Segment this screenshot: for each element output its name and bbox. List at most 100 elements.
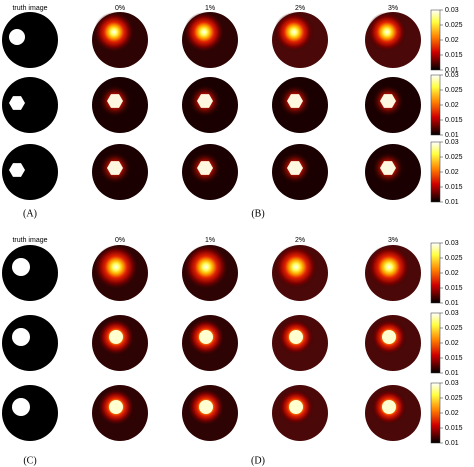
colorbar-tick-label: 0.015 [445,355,463,362]
image-cell [365,245,421,301]
inclusion [9,29,25,45]
image-cell [182,315,238,371]
colorbar-tick-label: 0.015 [445,52,463,59]
image-cell [365,315,421,371]
colorbar-tick-label: 0.025 [445,154,463,161]
column-header: 3% [388,5,398,12]
colorbar-tick-label: 0.03 [445,310,459,317]
hot-spot [184,245,228,289]
colorbar-tick-label: 0.01 [445,300,459,307]
colorbar-tick-label: 0.025 [445,22,463,29]
truth-disk [2,144,58,200]
colorbar-tick-label: 0.01 [445,67,459,74]
image-cell [182,144,238,200]
hot-spot [367,12,407,52]
hot-spot [274,12,314,52]
hot-spot [197,161,213,175]
image-cell [2,12,58,68]
colorbar [430,242,441,304]
image-cell [92,12,148,68]
column-header: 0% [115,237,125,244]
hot-spot [107,94,123,108]
column-header: 1% [205,237,215,244]
inclusion [9,163,25,177]
inclusion [12,328,30,346]
hot-spot [197,94,213,108]
image-cell [2,77,58,133]
image-cell [272,144,328,200]
column-header: truth image [12,5,47,12]
colorbar-tick-label: 0.02 [445,410,459,417]
image-cell [272,315,328,371]
image-cell [365,12,421,68]
colorbar-tick-label: 0.01 [445,440,459,447]
image-cell [182,12,238,68]
colorbar-tick-label: 0.01 [445,132,459,139]
hot-spot [367,245,411,289]
panel-label: (A) [23,208,37,219]
image-cell [272,245,328,301]
image-cell [365,385,421,441]
hot-spot [94,245,138,289]
core [109,400,123,414]
image-cell [92,315,148,371]
image-cell [92,144,148,200]
hot-spot [184,12,224,52]
hot-spot [107,161,123,175]
core [289,400,303,414]
colorbar-tick-label: 0.025 [445,325,463,332]
core [382,330,396,344]
colorbar-tick-label: 0.02 [445,340,459,347]
image-cell [92,77,148,133]
colorbar-tick-label: 0.025 [445,87,463,94]
image-cell [182,245,238,301]
image-cell [92,245,148,301]
colorbar-tick-label: 0.015 [445,285,463,292]
truth-disk [2,315,58,371]
colorbar [430,382,441,444]
hot-spot [287,94,303,108]
inclusion [12,398,30,416]
image-cell [272,12,328,68]
image-cell [2,315,58,371]
hot-spot [380,94,396,108]
colorbar-tick-label: 0.01 [445,199,459,206]
image-cell [365,77,421,133]
core [109,330,123,344]
colorbar-tick-label: 0.015 [445,184,463,191]
core [289,330,303,344]
hot-spot [274,245,318,289]
colorbar-tick-label: 0.03 [445,7,459,14]
column-header: 3% [388,237,398,244]
colorbar-tick-label: 0.02 [445,169,459,176]
colorbar-tick-label: 0.015 [445,117,463,124]
colorbar-tick-label: 0.03 [445,139,459,146]
colorbar-tick-label: 0.02 [445,37,459,44]
colorbar-tick-label: 0.025 [445,255,463,262]
image-cell [2,385,58,441]
column-header: 2% [295,237,305,244]
column-header: 0% [115,5,125,12]
panel-label: (B) [251,208,264,219]
colorbar [430,74,441,136]
colorbar-tick-label: 0.02 [445,270,459,277]
panel-label: (C) [23,455,36,466]
hot-spot [94,12,134,52]
colorbar [430,312,441,374]
inclusion [9,96,25,110]
hot-spot [287,161,303,175]
image-cell [272,385,328,441]
colorbar-tick-label: 0.01 [445,370,459,377]
colorbar-tick-label: 0.015 [445,425,463,432]
image-cell [365,144,421,200]
image-cell [2,144,58,200]
colorbar [430,9,441,71]
column-header: truth image [12,237,47,244]
image-cell [272,77,328,133]
colorbar-tick-label: 0.03 [445,72,459,79]
core [199,330,213,344]
column-header: 1% [205,5,215,12]
truth-disk [2,12,58,68]
truth-disk [2,77,58,133]
